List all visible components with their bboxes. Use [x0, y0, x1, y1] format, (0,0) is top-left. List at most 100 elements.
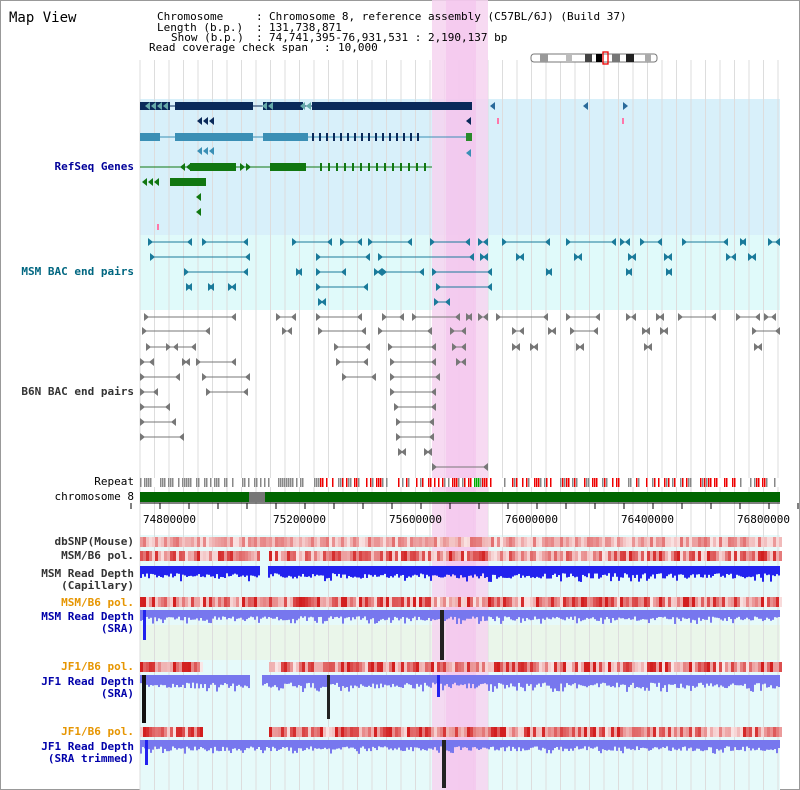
polymorphism-cell	[560, 551, 563, 561]
depth-bar	[370, 566, 372, 576]
jf1-read-depth-trimmed-label[interactable]: JF1 Read Depth	[41, 740, 134, 753]
polymorphism-cell	[656, 727, 659, 737]
depth-bar	[328, 610, 330, 618]
polymorphism-cell	[425, 537, 428, 547]
msm-bac-end-pairs-label[interactable]: MSM BAC end pairs	[21, 265, 134, 278]
depth-bar	[624, 610, 626, 620]
polymorphism-cell	[638, 537, 641, 547]
polymorphism-cell	[392, 597, 395, 607]
polymorphism-cell	[593, 727, 596, 737]
jf1-b6-pol-trimmed-label[interactable]: JF1/B6 pol.	[61, 725, 134, 738]
polymorphism-cell	[521, 597, 524, 607]
polymorphism-cell	[365, 597, 368, 607]
depth-bar	[254, 610, 256, 620]
depth-bar	[434, 740, 436, 748]
depth-bar	[620, 740, 622, 751]
polymorphism-cell	[605, 537, 608, 547]
depth-bar	[234, 566, 236, 574]
depth-bar	[244, 740, 246, 751]
depth-bar	[268, 675, 270, 687]
depth-bar	[738, 675, 740, 686]
depth-bar	[368, 675, 370, 686]
polymorphism-cell	[653, 537, 656, 547]
polymorphism-cell	[170, 597, 173, 607]
bac-end	[483, 253, 488, 261]
depth-bar	[450, 675, 452, 689]
repeat-element	[458, 478, 460, 487]
depth-bar	[316, 675, 318, 691]
depth-bar	[182, 740, 184, 749]
polymorphism-cell	[638, 597, 641, 607]
depth-bar	[232, 675, 234, 684]
bac-end	[243, 388, 248, 396]
polymorphism-cell	[386, 551, 389, 561]
depth-bar	[568, 566, 570, 577]
polymorphism-cell	[680, 662, 683, 672]
depth-bar	[604, 740, 606, 751]
msm-b6-pol-label[interactable]: MSM/B6 pol.	[61, 549, 134, 562]
depth-bar	[252, 566, 254, 576]
polymorphism-cell	[770, 537, 773, 547]
depth-bar	[620, 566, 622, 578]
msm-b6-pol-sra-label[interactable]: MSM/B6 pol.	[61, 596, 134, 609]
depth-bar	[472, 610, 474, 617]
bac-end	[150, 253, 155, 261]
depth-bar	[292, 740, 294, 754]
polymorphism-cell	[434, 727, 437, 737]
depth-bar	[720, 675, 722, 686]
depth-bar	[704, 740, 706, 751]
bac-end	[741, 238, 746, 246]
jf1-read-depth-sra-label[interactable]: JF1 Read Depth	[41, 675, 134, 688]
depth-bar	[240, 610, 242, 618]
b6n-bac-end-pairs-label[interactable]: B6N BAC end pairs	[21, 385, 134, 398]
depth-bar	[676, 610, 678, 618]
polymorphism-cell	[407, 597, 410, 607]
depth-bar	[208, 610, 210, 623]
polymorphism-cell	[533, 597, 536, 607]
polymorphism-cell	[263, 537, 266, 547]
msm-read-depth-sra-label[interactable]: MSM Read Depth	[41, 610, 134, 623]
depth-bar	[476, 675, 478, 688]
depth-bar	[578, 610, 580, 619]
polymorphism-cell	[149, 662, 152, 672]
depth-bar	[386, 566, 388, 578]
polymorphism-cell	[416, 662, 419, 672]
bac-end	[185, 358, 190, 366]
depth-bar	[218, 566, 220, 579]
repeat-element	[526, 478, 528, 487]
polymorphism-cell	[251, 597, 254, 607]
repeat-element	[516, 478, 518, 487]
polymorphism-cell	[179, 662, 182, 672]
depth-bar	[570, 675, 572, 686]
depth-bar	[352, 675, 354, 689]
bac-end	[321, 298, 326, 306]
repeat-element	[284, 478, 286, 487]
depth-bar	[464, 566, 466, 578]
jf1-b6-pol-label[interactable]: JF1/B6 pol.	[61, 660, 134, 673]
depth-bar	[226, 675, 228, 685]
msm-read-depth-capillary-label[interactable]: MSM Read Depth	[41, 567, 134, 580]
depth-bar	[432, 610, 434, 620]
polymorphism-cell	[518, 551, 521, 561]
depth-bar	[364, 675, 366, 687]
depth-bar	[222, 675, 224, 686]
polymorphism-cell	[491, 662, 494, 672]
polymorphism-cell	[164, 537, 167, 547]
depth-bar	[474, 740, 476, 748]
polymorphism-cell	[497, 537, 500, 547]
polymorphism-cell	[671, 551, 674, 561]
polymorphism-cell	[611, 597, 614, 607]
polymorphism-cell	[497, 597, 500, 607]
polymorphism-cell	[152, 727, 155, 737]
dbsnp-label[interactable]: dbSNP(Mouse)	[54, 535, 134, 548]
depth-bar	[438, 610, 440, 620]
polymorphism-cell	[449, 551, 452, 561]
refseq-genes-label[interactable]: RefSeq Genes	[54, 160, 134, 173]
polymorphism-cell	[752, 551, 755, 561]
polymorphism-cell	[773, 597, 776, 607]
polymorphism-cell	[629, 662, 632, 672]
polymorphism-cell	[440, 551, 443, 561]
depth-bar	[526, 675, 528, 684]
depth-bar	[648, 675, 650, 691]
